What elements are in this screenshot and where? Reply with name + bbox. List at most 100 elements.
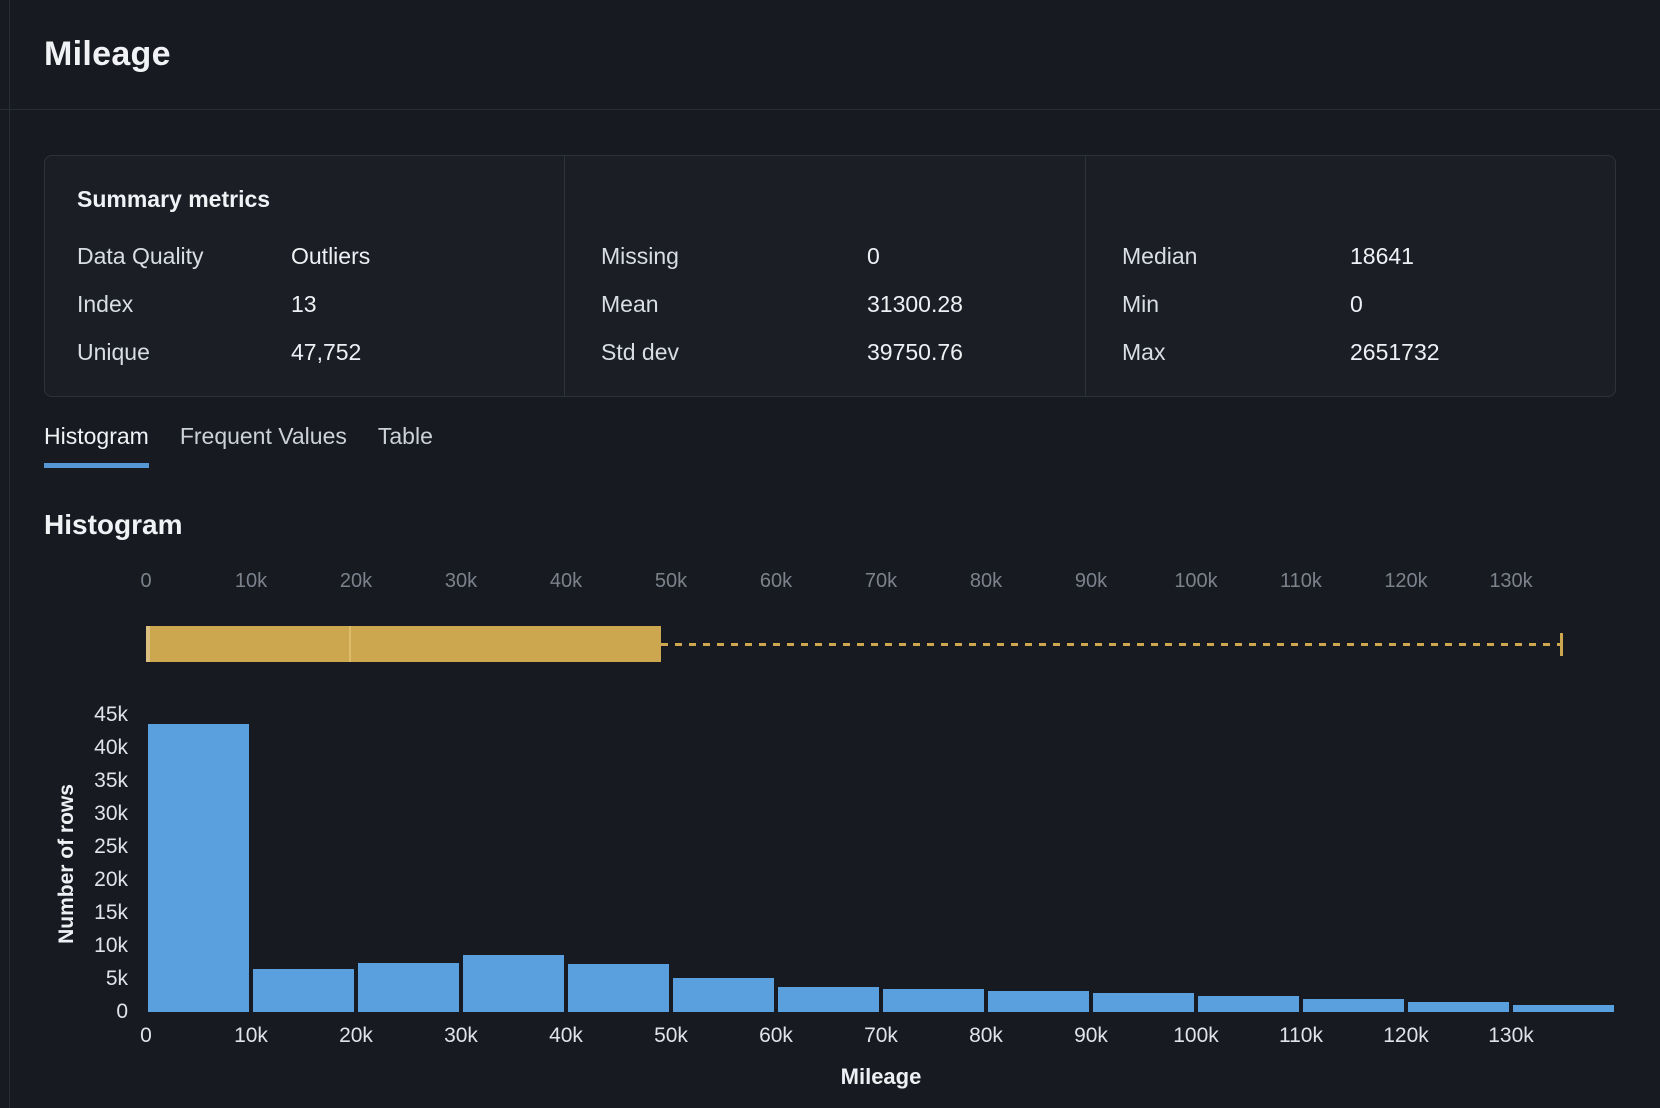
slider-end-handle[interactable] bbox=[1560, 633, 1563, 656]
metric-label: Std dev bbox=[601, 338, 680, 365]
y-tick-label: 35k bbox=[94, 769, 128, 792]
histogram-bar[interactable] bbox=[778, 986, 879, 1012]
histogram-bar[interactable] bbox=[988, 990, 1089, 1012]
metric-label: Index bbox=[77, 290, 134, 317]
y-tick-label: 20k bbox=[94, 868, 128, 891]
slider-tick-label: 0 bbox=[140, 570, 152, 592]
slider-tick-label: 60k bbox=[759, 570, 793, 592]
tab-histogram[interactable]: Histogram bbox=[44, 423, 149, 468]
metric-label: Max bbox=[1122, 338, 1166, 365]
slider-tick-label: 70k bbox=[864, 570, 898, 592]
slider-selection-brush[interactable] bbox=[146, 626, 661, 662]
metric-row-median: Median 18641 bbox=[1122, 232, 1615, 280]
slider-tick-label: 130k bbox=[1489, 570, 1533, 592]
panel-header: Mileage bbox=[0, 0, 1660, 110]
panel-left-divider bbox=[9, 0, 10, 1108]
y-tick-label: 30k bbox=[94, 802, 128, 825]
histogram-chart: Number of rows 0 5k 10k 15k 20k 25k 30k 35k 40k 45… bbox=[44, 682, 1616, 1092]
column-profile-content: Summary metrics Data Quality Outliers In… bbox=[0, 155, 1660, 1092]
metric-row-index: Index 13 bbox=[77, 280, 564, 328]
x-tick-label: 0 bbox=[140, 1024, 152, 1047]
x-tick-label: 50k bbox=[654, 1024, 688, 1047]
x-tick-label: 110k bbox=[1279, 1024, 1323, 1047]
histogram-bar[interactable] bbox=[1198, 996, 1299, 1012]
summary-column-2: Missing 0 Mean 31300.28 Std dev 39750.76 bbox=[564, 156, 1085, 396]
histogram-bar[interactable] bbox=[148, 724, 249, 1012]
metric-label: Min bbox=[1122, 290, 1160, 317]
histogram-bar[interactable] bbox=[1093, 992, 1194, 1012]
x-tick-label: 40k bbox=[549, 1024, 583, 1047]
x-tick-label: 30k bbox=[444, 1024, 478, 1047]
metric-value: 39750.76 bbox=[867, 338, 963, 365]
metric-row-min: Min 0 bbox=[1122, 280, 1615, 328]
page-title: Mileage bbox=[44, 35, 171, 73]
histogram-bar[interactable] bbox=[358, 962, 459, 1012]
metric-label: Missing bbox=[601, 242, 679, 269]
metric-value: 0 bbox=[867, 242, 880, 269]
metric-row-data-quality: Data Quality Outliers bbox=[77, 232, 564, 280]
metric-row-mean: Mean 31300.28 bbox=[601, 280, 1085, 328]
metric-label: Median bbox=[1122, 242, 1198, 269]
histogram-bar[interactable] bbox=[568, 963, 669, 1012]
y-tick-label: 10k bbox=[94, 934, 128, 957]
y-tick-label: 5k bbox=[105, 967, 128, 990]
y-tick-label: 45k bbox=[94, 703, 128, 726]
histogram-section-heading: Histogram bbox=[44, 509, 183, 540]
x-tick-label: 120k bbox=[1383, 1024, 1429, 1047]
slider-tick-label: 30k bbox=[444, 570, 478, 592]
x-tick-label: 100k bbox=[1173, 1024, 1219, 1047]
tab-table[interactable]: Table bbox=[377, 423, 433, 449]
view-tabs: Histogram Frequent Values Table bbox=[44, 423, 1616, 468]
metric-value: 31300.28 bbox=[867, 290, 963, 317]
slider-tick-label: 10k bbox=[234, 570, 268, 592]
x-tick-label: 60k bbox=[759, 1024, 793, 1047]
summary-column-3: Median 18641 Min 0 Max 2651732 bbox=[1085, 156, 1615, 396]
metric-value: 13 bbox=[291, 290, 317, 317]
histogram-bar[interactable] bbox=[883, 988, 984, 1012]
histogram-bar[interactable] bbox=[463, 954, 564, 1012]
metric-row-std-dev: Std dev 39750.76 bbox=[601, 328, 1085, 376]
slider-tick-label: 20k bbox=[339, 570, 373, 592]
metric-label: Unique bbox=[77, 338, 150, 365]
slider-tick-label: 50k bbox=[654, 570, 688, 592]
histogram-bar[interactable] bbox=[1303, 999, 1404, 1012]
mileage-range-slider[interactable]: 0 10k 20k 30k 40k 50k 60k 70k 80k 90k 100k 110k 120k… bbox=[44, 570, 1616, 674]
y-tick-label: 15k bbox=[94, 901, 128, 924]
metric-value: 2651732 bbox=[1350, 338, 1440, 365]
metric-value: Outliers bbox=[291, 242, 371, 269]
x-axis-title: Mileage bbox=[840, 1064, 922, 1089]
metric-value: 0 bbox=[1350, 290, 1363, 317]
slider-track-dashed bbox=[660, 643, 1560, 646]
slider-tick-label: 80k bbox=[969, 570, 1003, 592]
x-tick-label: 10k bbox=[234, 1024, 268, 1047]
slider-tick-label: 110k bbox=[1280, 570, 1322, 592]
x-tick-label: 130k bbox=[1488, 1024, 1534, 1047]
slider-tick-label: 90k bbox=[1074, 570, 1108, 592]
histogram-bar[interactable] bbox=[1513, 1005, 1614, 1012]
metric-label: Mean bbox=[601, 290, 659, 317]
histogram-bar[interactable] bbox=[1408, 1002, 1509, 1012]
tab-frequent-values[interactable]: Frequent Values bbox=[179, 423, 347, 449]
y-tick-label: 0 bbox=[116, 1000, 128, 1023]
metric-row-missing: Missing 0 bbox=[601, 232, 1085, 280]
summary-heading-spacer bbox=[1122, 186, 1615, 232]
summary-card-heading: Summary metrics bbox=[77, 186, 271, 212]
slider-selection-left-handle[interactable] bbox=[146, 626, 150, 662]
summary-metrics-card: Summary metrics Data Quality Outliers In… bbox=[44, 155, 1616, 397]
x-tick-label: 70k bbox=[864, 1024, 898, 1047]
summary-column-1: Summary metrics Data Quality Outliers In… bbox=[45, 156, 564, 396]
metric-row-unique: Unique 47,752 bbox=[77, 328, 564, 376]
summary-heading-spacer bbox=[601, 186, 1085, 232]
metric-value: 47,752 bbox=[291, 338, 362, 365]
slider-tick-label: 100k bbox=[1174, 570, 1218, 592]
histogram-bar[interactable] bbox=[673, 978, 774, 1012]
x-tick-label: 20k bbox=[339, 1024, 373, 1047]
metric-row-max: Max 2651732 bbox=[1122, 328, 1615, 376]
slider-tick-label: 40k bbox=[549, 570, 583, 592]
y-tick-label: 40k bbox=[94, 736, 128, 759]
y-tick-label: 25k bbox=[94, 835, 128, 858]
slider-selection-handle[interactable] bbox=[349, 626, 352, 662]
x-tick-label: 90k bbox=[1074, 1024, 1108, 1047]
metric-value: 18641 bbox=[1350, 242, 1414, 269]
histogram-bar[interactable] bbox=[253, 969, 354, 1012]
